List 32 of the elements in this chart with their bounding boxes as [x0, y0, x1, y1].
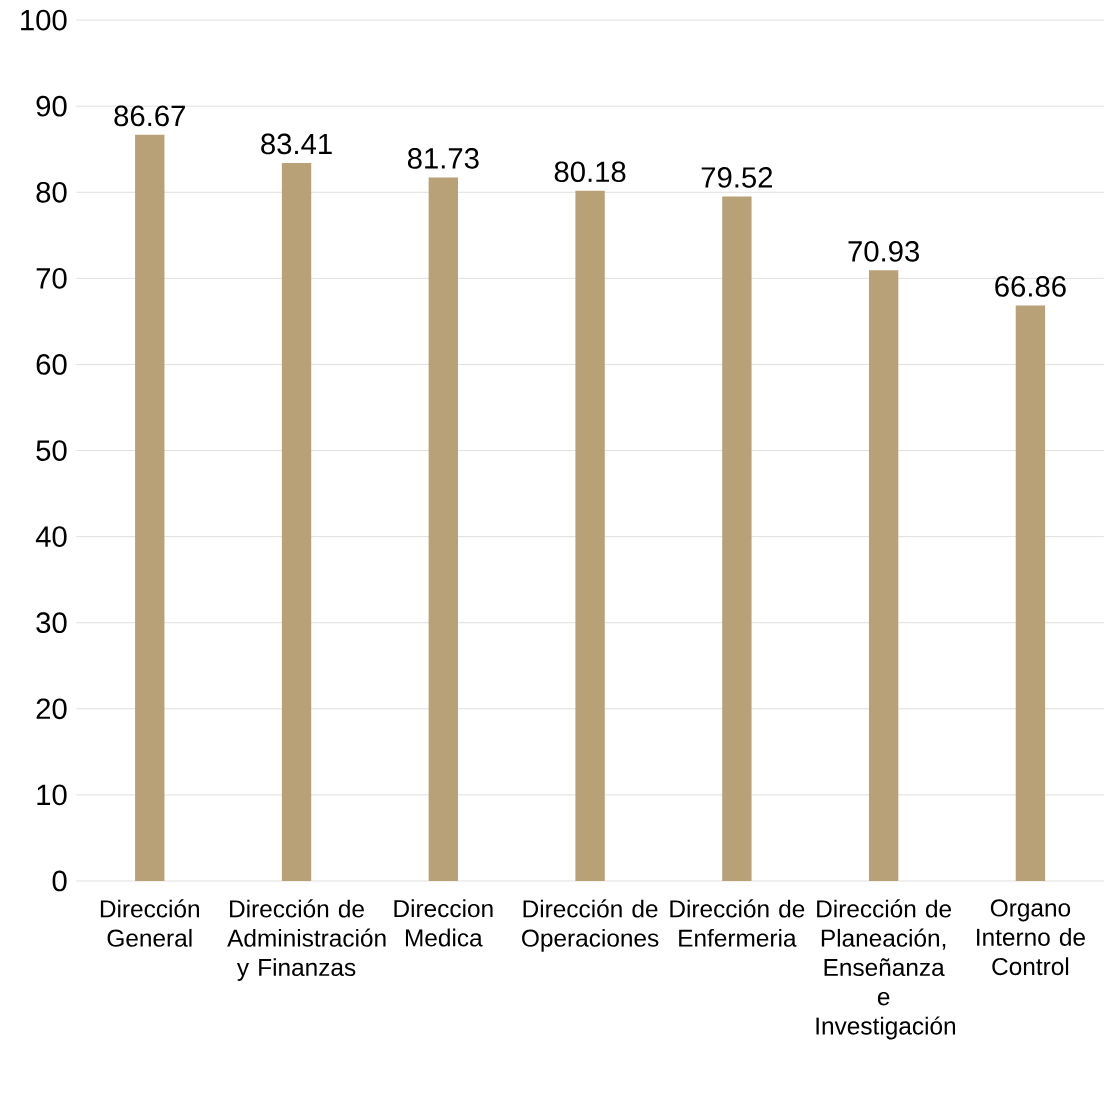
y-tick-label: 30	[36, 612, 67, 634]
y-tick-label: 10	[37, 784, 67, 806]
data-label: 81.73	[408, 148, 479, 169]
x-tick-label: Organo Interno de Control	[977, 899, 1086, 976]
y-tick-label: 70	[36, 268, 67, 289]
y-tick-label: 80	[36, 181, 67, 203]
bar	[1015, 305, 1046, 881]
x-tick-label: Dirección General	[101, 899, 200, 947]
y-tick-label: 60	[36, 354, 67, 375]
x-tick-label: Dirección de Enfermeria	[670, 899, 805, 947]
bar	[428, 177, 459, 881]
y-tick-label: 0	[52, 870, 67, 892]
x-tick-label: Dirección de Operaciones	[522, 899, 659, 952]
y-tick-label: 90	[36, 95, 67, 117]
x-tick-label: Dirección de Planeación, Enseñanza e Investigación	[816, 899, 956, 1040]
x-tick-label: Direccion Medica	[394, 899, 493, 947]
data-label: 66.86	[995, 276, 1066, 297]
data-label: 79.52	[701, 167, 773, 188]
data-label: 80.18	[554, 161, 626, 183]
bar	[869, 270, 899, 881]
bar	[281, 162, 312, 881]
bar	[135, 134, 165, 881]
data-label: 86.67	[114, 105, 186, 127]
data-label: 70.93	[848, 241, 920, 262]
bar	[575, 190, 605, 881]
x-tick-label: Dirección de Administración y Finanzas	[227, 899, 386, 981]
data-label: 83.41	[261, 133, 332, 155]
y-tick-label: 50	[36, 440, 67, 461]
y-tick-label: 40	[35, 526, 67, 547]
bar	[722, 196, 752, 881]
y-tick-label: 20	[36, 698, 67, 720]
y-tick-label: 100	[21, 9, 67, 31]
